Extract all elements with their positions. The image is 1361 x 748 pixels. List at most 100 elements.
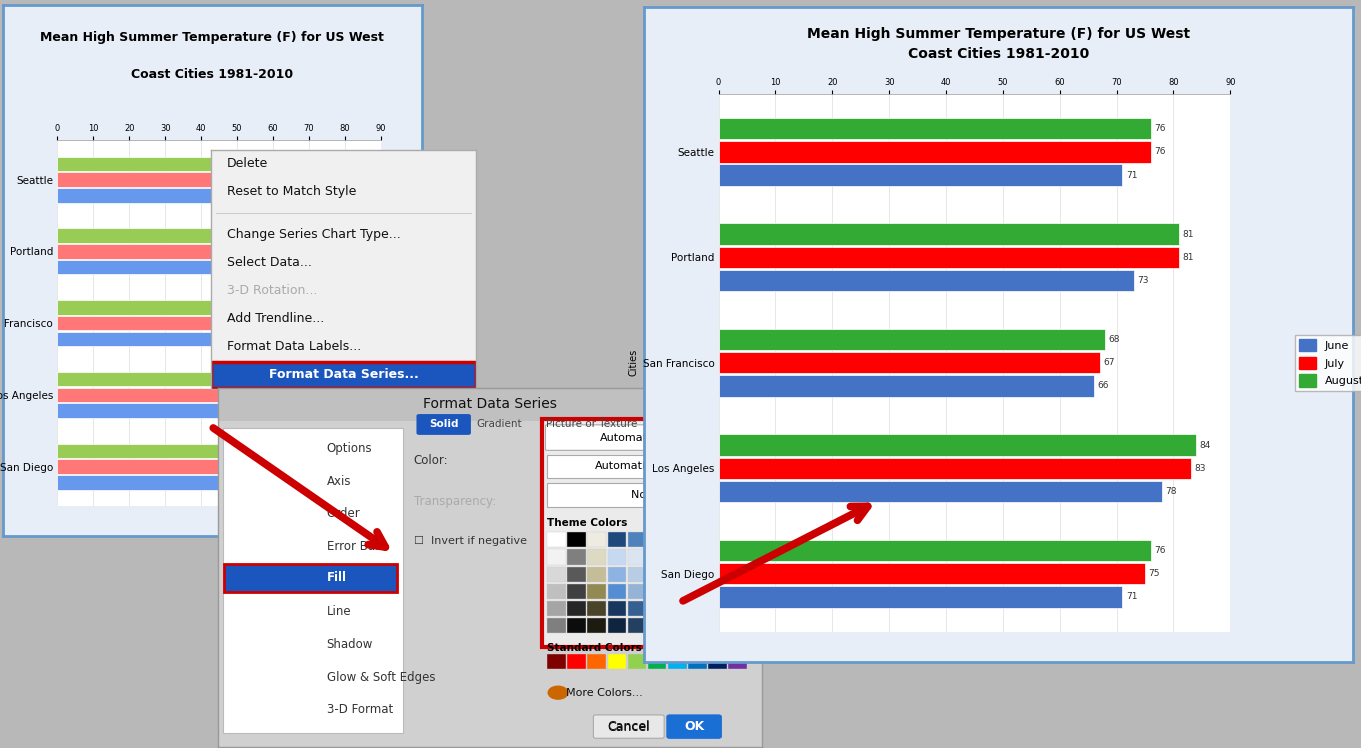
Bar <box>588 619 606 634</box>
Text: Format Data Series: Format Data Series <box>423 397 557 411</box>
Bar <box>719 586 1123 607</box>
Bar <box>57 331 295 346</box>
Bar <box>708 601 727 616</box>
Text: Mean High Summer Temperature (F) for US West: Mean High Summer Temperature (F) for US … <box>807 27 1190 40</box>
Bar <box>728 654 747 669</box>
Bar <box>689 566 706 582</box>
Bar <box>689 583 706 599</box>
Bar <box>689 549 706 565</box>
Bar <box>668 549 686 565</box>
Bar <box>57 316 298 331</box>
Bar <box>607 549 626 565</box>
Bar <box>689 619 706 634</box>
Text: Mean High Summer Temperature (F) for US West: Mean High Summer Temperature (F) for US … <box>41 31 384 43</box>
Bar <box>568 601 585 616</box>
Text: Standard Colors: Standard Colors <box>547 643 642 653</box>
Bar <box>607 583 626 599</box>
Bar <box>568 583 585 599</box>
Legend: June, July, August: June, July, August <box>1294 334 1361 391</box>
Text: Format Data Labels...: Format Data Labels... <box>227 340 361 353</box>
Text: Coast Cities 1981-2010: Coast Cities 1981-2010 <box>908 47 1089 61</box>
Text: 76: 76 <box>1154 546 1165 555</box>
Bar <box>719 141 1151 162</box>
Bar <box>668 566 686 582</box>
Bar <box>547 601 566 616</box>
Bar <box>728 549 747 565</box>
Bar <box>689 601 706 616</box>
Text: Options: Options <box>327 442 373 455</box>
Text: 84: 84 <box>1199 441 1211 450</box>
Bar <box>668 583 686 599</box>
Bar <box>57 172 331 187</box>
Text: Pattern: Pattern <box>663 420 701 429</box>
Bar <box>719 165 1123 186</box>
Bar <box>588 566 606 582</box>
Bar <box>689 532 706 548</box>
Bar <box>547 483 749 506</box>
Text: Automatic: Automatic <box>595 461 652 471</box>
Bar <box>607 619 626 634</box>
Bar <box>568 549 585 565</box>
Bar <box>627 549 646 565</box>
Bar <box>547 549 566 565</box>
Circle shape <box>548 686 568 699</box>
Bar <box>719 435 1196 456</box>
Bar <box>225 565 397 592</box>
Bar <box>719 329 1105 350</box>
Bar <box>708 549 727 565</box>
Bar <box>719 563 1145 584</box>
Text: Shadow: Shadow <box>327 638 373 651</box>
Text: 66: 66 <box>1097 381 1109 390</box>
Text: 71: 71 <box>1126 171 1138 180</box>
Text: ☐  Invert if negative: ☐ Invert if negative <box>414 536 527 546</box>
Bar <box>668 619 686 634</box>
Text: Line: Line <box>327 605 351 619</box>
Bar <box>57 459 327 474</box>
Bar <box>627 654 646 669</box>
Bar <box>708 583 727 599</box>
Bar <box>668 654 686 669</box>
Text: 76: 76 <box>1154 124 1165 133</box>
Text: Fill: Fill <box>327 571 347 584</box>
Bar <box>627 583 646 599</box>
Text: 3-D Format: 3-D Format <box>327 703 393 717</box>
Bar <box>547 654 566 669</box>
Text: 73: 73 <box>1136 276 1149 285</box>
Bar <box>547 583 566 599</box>
Text: 68: 68 <box>1109 335 1120 344</box>
Text: No Fill: No Fill <box>632 490 664 500</box>
Text: Format Data Series...: Format Data Series... <box>268 368 419 381</box>
Text: Reset to Match Style: Reset to Match Style <box>227 186 357 198</box>
Bar <box>719 426 749 450</box>
Bar <box>719 352 1100 373</box>
Bar <box>607 566 626 582</box>
Text: Transparency:: Transparency: <box>414 495 495 508</box>
Bar <box>648 532 667 548</box>
Text: 78: 78 <box>1165 487 1177 496</box>
Bar <box>57 387 355 402</box>
Bar <box>547 455 700 478</box>
FancyBboxPatch shape <box>593 715 664 738</box>
Bar <box>728 601 747 616</box>
Bar <box>668 601 686 616</box>
FancyBboxPatch shape <box>667 715 721 738</box>
Text: 76: 76 <box>1154 147 1165 156</box>
Bar <box>57 300 302 315</box>
Text: 81: 81 <box>1183 253 1194 262</box>
Bar <box>607 654 626 669</box>
Bar <box>719 481 1162 502</box>
FancyBboxPatch shape <box>546 425 750 450</box>
Bar <box>719 540 1151 561</box>
Text: Automatic: Automatic <box>600 433 657 443</box>
Bar <box>588 532 606 548</box>
Text: Solid: Solid <box>429 420 459 429</box>
Bar <box>57 372 359 387</box>
Bar <box>547 532 566 548</box>
Bar <box>719 247 1179 268</box>
Text: Delete: Delete <box>227 157 268 171</box>
Text: 75: 75 <box>1149 569 1160 578</box>
Text: Order: Order <box>327 507 361 520</box>
Bar <box>218 388 762 420</box>
Bar <box>542 419 754 647</box>
Y-axis label: Cities: Cities <box>629 349 638 376</box>
